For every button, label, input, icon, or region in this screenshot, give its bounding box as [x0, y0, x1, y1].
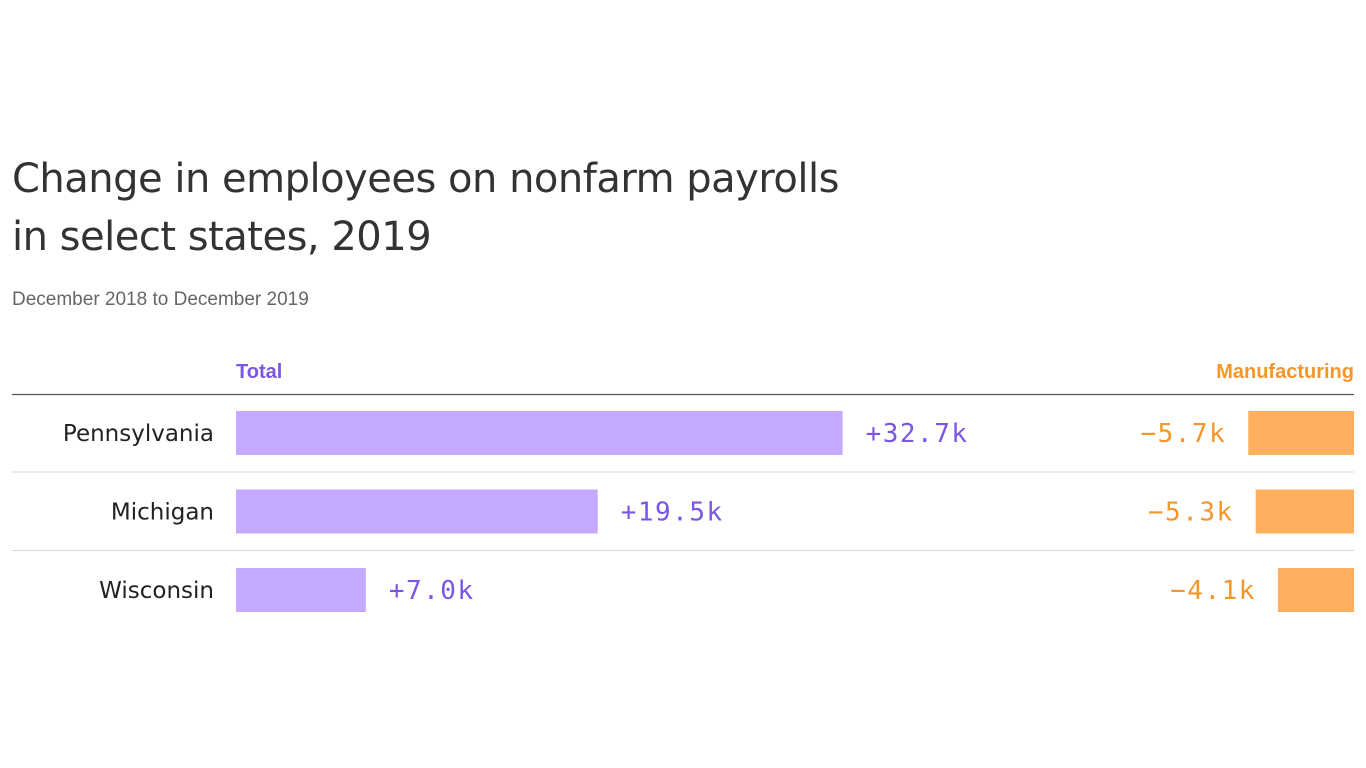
- manufacturing-value-pennsylvania: −5.7k: [1140, 419, 1226, 449]
- chart-title: Change in employees on nonfarm payrolls …: [12, 150, 912, 266]
- manufacturing-bar-michigan: [1255, 489, 1354, 534]
- manufacturing-value-michigan: −5.3k: [1148, 498, 1234, 528]
- total-value-pennsylvania: +32.7k: [866, 419, 969, 449]
- chart-title-line-2: in select states, 2019: [12, 214, 432, 260]
- total-value-michigan: +19.5k: [621, 498, 724, 528]
- total-bar-michigan: [236, 489, 598, 534]
- legend-total: Total: [236, 361, 282, 383]
- manufacturing-bar-pennsylvania: [1248, 411, 1354, 455]
- state-label-pennsylvania: Pennsylvania: [63, 421, 214, 447]
- chart-title-line-1: Change in employees on nonfarm payrolls: [12, 156, 839, 202]
- total-value-wisconsin: +7.0k: [389, 576, 475, 606]
- chart-rows: Pennsylvania +32.7k −5.7k Michigan +19.5k −5.…: [12, 411, 1354, 612]
- legend-manufacturing: Manufacturing: [1216, 361, 1354, 383]
- state-label-wisconsin: Wisconsin: [99, 578, 214, 604]
- manufacturing-value-wisconsin: −4.1k: [1170, 576, 1256, 606]
- manufacturing-bar-wisconsin: [1277, 568, 1354, 612]
- total-bar-wisconsin: [236, 568, 366, 612]
- state-label-michigan: Michigan: [111, 500, 214, 526]
- chart-subtitle: December 2018 to December 2019: [12, 289, 309, 310]
- total-bar-pennsylvania: [236, 411, 843, 455]
